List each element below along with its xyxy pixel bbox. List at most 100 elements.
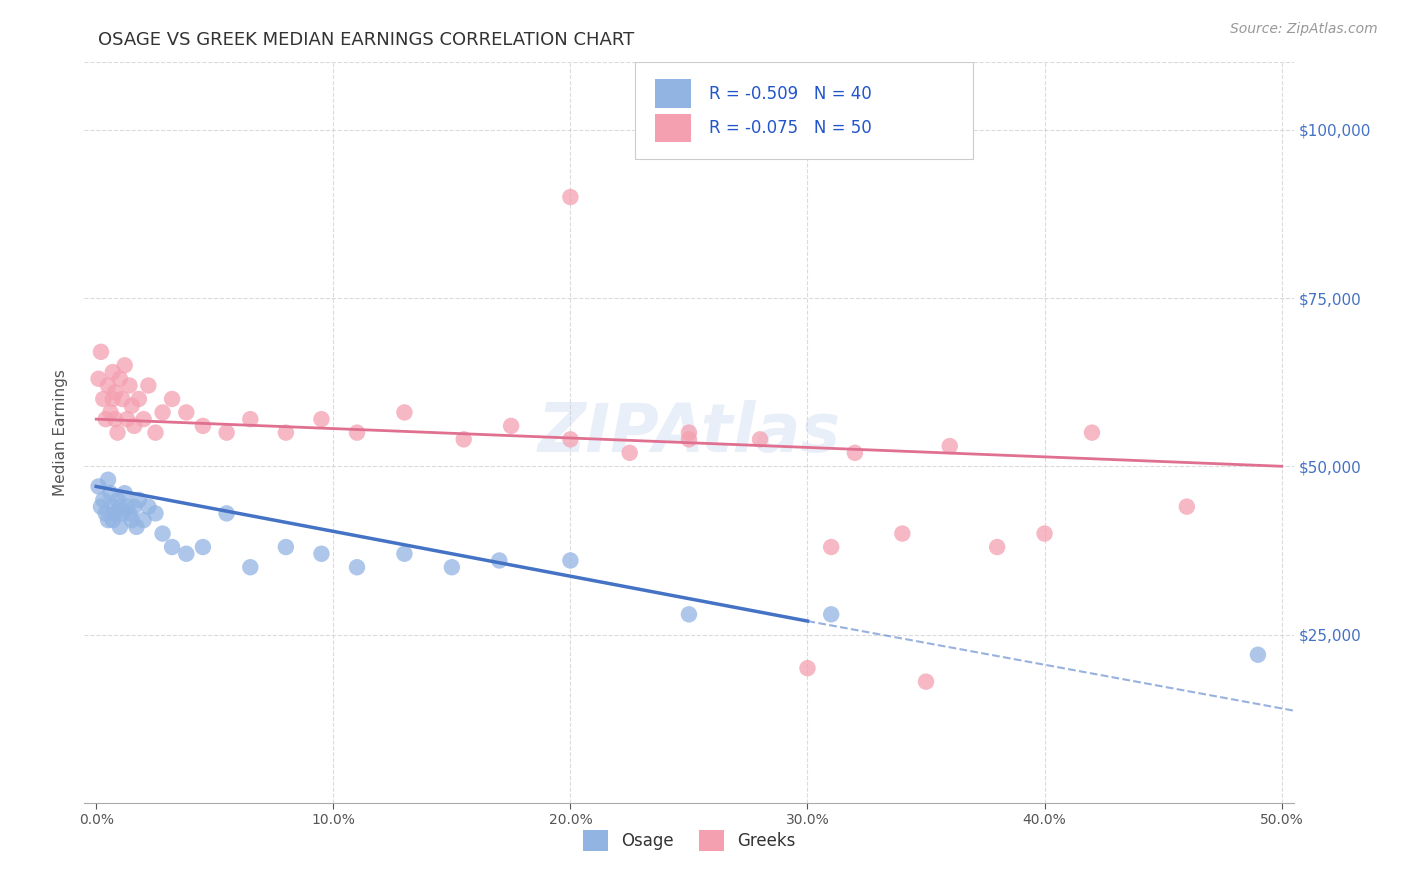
Point [891,526,914,541]
Point [274,425,297,440]
Point [101,500,124,514]
Text: R = -0.509   N = 40: R = -0.509 N = 40 [710,85,872,103]
FancyBboxPatch shape [655,79,692,108]
Text: Source: ZipAtlas.com: Source: ZipAtlas.com [1230,22,1378,37]
Point [97,513,120,527]
Point [104,385,127,400]
Point [152,526,174,541]
Point [1247,648,1270,662]
Point [87,372,110,386]
Point [100,405,122,419]
Point [239,560,262,574]
Point [560,553,582,567]
Point [121,399,143,413]
Point [346,425,368,440]
Point [440,560,463,574]
Point [104,412,127,426]
Point [90,500,112,514]
Point [121,513,143,527]
Point [239,412,262,426]
Point [101,365,124,379]
Point [91,392,114,406]
Point [100,486,122,500]
Point [844,446,866,460]
Point [749,433,772,447]
Point [118,507,141,521]
Point [152,405,174,419]
Point [125,520,148,534]
Point [128,392,150,406]
Point [91,492,114,507]
Point [128,492,150,507]
Point [145,425,167,440]
Point [1081,425,1104,440]
Point [986,540,1008,554]
Point [191,540,214,554]
Point [820,607,842,622]
FancyBboxPatch shape [655,113,692,142]
Point [138,500,160,514]
Point [104,507,127,521]
Text: R = -0.075   N = 50: R = -0.075 N = 50 [710,119,872,136]
Point [488,553,510,567]
Point [1175,500,1198,514]
Text: ZIPAtlas: ZIPAtlas [537,400,841,466]
Point [122,418,145,433]
Y-axis label: Median Earnings: Median Earnings [53,369,69,496]
Point [114,359,136,373]
Point [145,507,167,521]
Point [678,425,700,440]
Point [107,425,129,440]
Point [394,405,416,419]
Point [560,190,582,204]
Point [560,433,582,447]
Point [453,433,475,447]
Point [132,513,155,527]
Point [176,405,198,419]
Point [97,473,120,487]
Point [94,412,117,426]
Point [501,418,523,433]
Point [101,392,124,406]
Point [394,547,416,561]
Point [118,378,141,392]
Point [215,425,238,440]
Point [107,492,129,507]
Point [160,540,183,554]
Point [915,674,938,689]
Point [274,540,297,554]
Point [111,392,134,406]
Point [108,520,131,534]
Point [215,507,238,521]
Point [90,344,112,359]
Point [111,507,134,521]
Point [132,412,155,426]
Point [176,547,198,561]
Text: OSAGE VS GREEK MEDIAN EARNINGS CORRELATION CHART: OSAGE VS GREEK MEDIAN EARNINGS CORRELATI… [98,31,634,49]
Point [115,500,138,514]
Point [108,500,131,514]
Point [115,412,138,426]
Point [938,439,960,453]
Point [191,418,214,433]
Point [108,372,131,386]
Point [122,500,145,514]
Point [94,507,117,521]
Point [796,661,818,675]
Point [311,412,333,426]
Point [678,607,700,622]
Legend: Osage, Greeks: Osage, Greeks [576,823,801,857]
Point [101,513,124,527]
Point [311,547,333,561]
Point [1033,526,1056,541]
Point [138,378,160,392]
Point [160,392,183,406]
Point [87,479,110,493]
Point [346,560,368,574]
Point [619,446,641,460]
Point [97,378,120,392]
Point [678,433,700,447]
Point [820,540,842,554]
Point [114,486,136,500]
FancyBboxPatch shape [634,62,973,159]
